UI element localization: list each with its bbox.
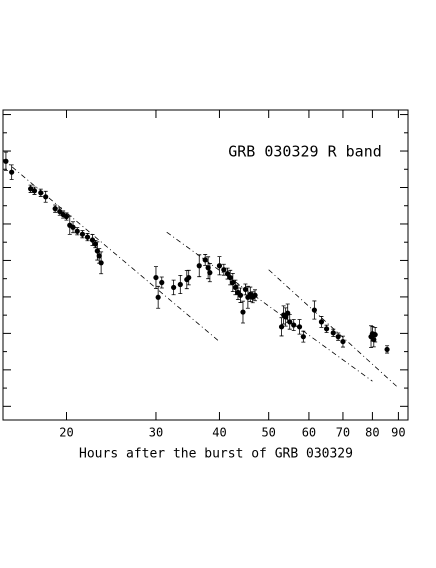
data-point [240, 309, 246, 315]
data-point [74, 228, 80, 234]
data-point [252, 292, 258, 298]
data-point [186, 274, 192, 281]
data-point [323, 326, 330, 332]
x-tick-label: 50 [261, 426, 275, 440]
data-point [63, 213, 70, 220]
data-point [224, 270, 231, 277]
data-point [31, 188, 38, 194]
x-tick-label: 40 [212, 426, 226, 440]
data-point [79, 231, 86, 237]
x-tick-label: 80 [365, 426, 379, 440]
data-point [52, 206, 58, 212]
data-point [278, 324, 285, 330]
data-point [371, 336, 377, 343]
x-tick-label: 70 [336, 426, 350, 440]
data-point [153, 274, 159, 281]
data-point [330, 330, 336, 336]
data-point [70, 224, 76, 230]
data-point [242, 286, 249, 293]
data-point [3, 158, 9, 164]
data-point [38, 190, 44, 196]
x-tick-label: 60 [302, 426, 316, 440]
data-point [171, 284, 177, 291]
data-point [57, 208, 63, 215]
data-point [159, 279, 165, 286]
data-point [221, 267, 227, 273]
data-point [207, 270, 213, 276]
x-tick-label: 20 [59, 426, 73, 440]
data-point [177, 281, 183, 288]
data-point [291, 322, 297, 328]
data-point [287, 319, 293, 325]
data-point [232, 284, 239, 291]
data-point [237, 292, 244, 298]
data-point [300, 334, 306, 340]
data-point [92, 241, 99, 247]
data-point [196, 263, 202, 269]
data-point [283, 314, 289, 320]
data-point [384, 346, 390, 353]
data-point [230, 279, 236, 286]
data-point [216, 263, 223, 269]
data-point [202, 257, 208, 263]
data-point [296, 324, 303, 330]
data-point [205, 265, 211, 271]
plot-frame [2, 109, 409, 421]
data-point [43, 194, 49, 200]
data-point [335, 334, 341, 340]
data-point [84, 234, 91, 240]
x-tick-label: 30 [149, 426, 163, 440]
data-point [98, 260, 104, 266]
data-point [89, 237, 96, 243]
x-tick-label: 90 [391, 426, 405, 440]
data-point [94, 248, 100, 254]
data-point [28, 186, 34, 192]
data-point [9, 169, 15, 175]
fit-line [2, 158, 220, 342]
data-point [227, 274, 233, 281]
x-axis-label: Hours after the burst of GRB 030329 [79, 447, 353, 462]
chart-title: GRB 030329 R band [228, 143, 382, 161]
data-point [155, 294, 161, 300]
data-point [372, 332, 378, 338]
data-point [311, 307, 317, 313]
data-point [318, 319, 325, 325]
data-point [96, 253, 102, 259]
data-point [340, 338, 346, 345]
